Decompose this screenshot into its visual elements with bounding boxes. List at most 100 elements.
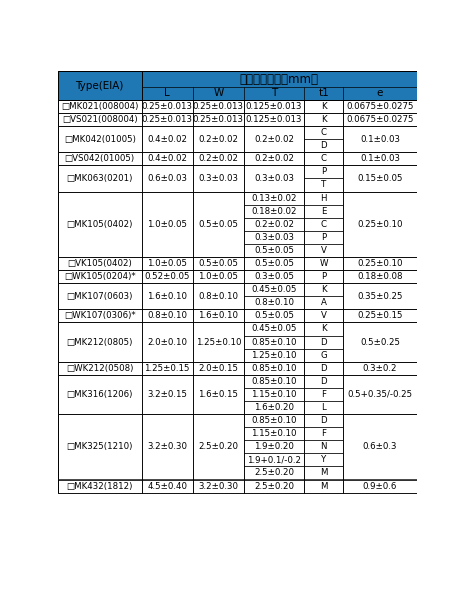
Text: 1.9±0.20: 1.9±0.20: [254, 442, 294, 451]
Text: 0.35±0.25: 0.35±0.25: [357, 292, 403, 300]
Bar: [142, 480, 193, 493]
Text: L: L: [164, 88, 170, 98]
Text: 1.25±0.10: 1.25±0.10: [195, 337, 241, 346]
Bar: [304, 440, 343, 453]
Bar: [343, 165, 417, 192]
Bar: [58, 165, 142, 192]
Text: 0.18±0.08: 0.18±0.08: [357, 272, 403, 281]
Bar: [244, 270, 304, 283]
Bar: [343, 480, 417, 493]
Text: 0.125±0.013: 0.125±0.013: [246, 115, 302, 124]
Bar: [142, 152, 193, 165]
Text: C: C: [321, 128, 327, 137]
Bar: [244, 296, 304, 309]
Text: □VK105(0402): □VK105(0402): [67, 259, 132, 268]
Text: □MK063(0201): □MK063(0201): [67, 174, 133, 183]
Bar: [343, 113, 417, 126]
Bar: [58, 362, 142, 375]
Bar: [58, 414, 142, 480]
Text: 0.45±0.05: 0.45±0.05: [251, 324, 297, 333]
Text: 2.5±0.20: 2.5±0.20: [198, 442, 238, 451]
Bar: [343, 414, 417, 480]
Text: 0.5±0.05: 0.5±0.05: [198, 259, 238, 268]
Bar: [193, 113, 244, 126]
Bar: [58, 126, 142, 152]
Text: 0.0675±0.0275: 0.0675±0.0275: [346, 102, 413, 111]
Text: 0.8±0.10: 0.8±0.10: [254, 298, 294, 307]
Text: 0.6±0.3: 0.6±0.3: [363, 442, 397, 451]
Bar: [244, 375, 304, 388]
Text: 0.25±0.10: 0.25±0.10: [357, 220, 403, 228]
Bar: [343, 152, 417, 165]
Bar: [343, 283, 417, 309]
Bar: [193, 152, 244, 165]
Bar: [58, 71, 142, 100]
Text: D: D: [320, 416, 327, 425]
Bar: [304, 362, 343, 375]
Bar: [304, 270, 343, 283]
Bar: [304, 336, 343, 349]
Bar: [142, 309, 193, 322]
Text: D: D: [320, 141, 327, 150]
Text: 0.3±0.05: 0.3±0.05: [254, 272, 294, 281]
Bar: [193, 126, 244, 152]
Bar: [244, 113, 304, 126]
Text: □MK325(1210): □MK325(1210): [67, 442, 133, 451]
Bar: [244, 283, 304, 296]
Text: 0.3±0.2: 0.3±0.2: [363, 364, 397, 372]
Bar: [193, 309, 244, 322]
Text: □WK212(0508): □WK212(0508): [66, 364, 133, 372]
Text: 0.85±0.10: 0.85±0.10: [251, 416, 297, 425]
Bar: [244, 244, 304, 257]
Bar: [343, 257, 417, 270]
Text: □VS021(008004): □VS021(008004): [62, 115, 138, 124]
Text: 1.0±0.05: 1.0±0.05: [147, 259, 187, 268]
Bar: [142, 71, 417, 87]
Text: □MK212(0805): □MK212(0805): [67, 337, 133, 346]
Bar: [58, 152, 142, 165]
Text: 1.6±0.10: 1.6±0.10: [198, 311, 238, 320]
Text: 1.15±0.10: 1.15±0.10: [251, 390, 297, 399]
Bar: [193, 165, 244, 192]
Text: 0.1±0.03: 0.1±0.03: [360, 134, 400, 143]
Bar: [244, 427, 304, 440]
Bar: [304, 427, 343, 440]
Bar: [343, 100, 417, 113]
Text: P: P: [321, 233, 326, 242]
Bar: [142, 257, 193, 270]
Bar: [304, 205, 343, 218]
Text: 0.25±0.013: 0.25±0.013: [142, 115, 193, 124]
Bar: [193, 283, 244, 309]
Bar: [193, 192, 244, 257]
Text: 1.6±0.20: 1.6±0.20: [254, 403, 294, 412]
Text: 0.9±0.6: 0.9±0.6: [363, 481, 397, 490]
Bar: [304, 139, 343, 152]
Bar: [142, 192, 193, 257]
Text: 4.5±0.40: 4.5±0.40: [147, 481, 187, 490]
Bar: [304, 87, 343, 100]
Text: 3.2±0.30: 3.2±0.30: [198, 481, 238, 490]
Text: 0.18±0.02: 0.18±0.02: [251, 206, 297, 215]
Text: 0.85±0.10: 0.85±0.10: [251, 337, 297, 346]
Text: 0.8±0.10: 0.8±0.10: [198, 292, 238, 300]
Text: □MK105(0402): □MK105(0402): [67, 220, 133, 228]
Bar: [304, 165, 343, 178]
Text: K: K: [321, 102, 326, 111]
Text: 0.6±0.03: 0.6±0.03: [147, 174, 187, 183]
Text: 0.5±0.05: 0.5±0.05: [254, 311, 294, 320]
Text: 0.25±0.10: 0.25±0.10: [357, 259, 403, 268]
Text: 标准产品尺寸（mm）: 标准产品尺寸（mm）: [240, 73, 319, 86]
Bar: [343, 126, 417, 152]
Bar: [304, 192, 343, 205]
Bar: [244, 87, 304, 100]
Text: 0.25±0.013: 0.25±0.013: [193, 102, 244, 111]
Text: E: E: [321, 206, 326, 215]
Bar: [142, 362, 193, 375]
Bar: [58, 100, 142, 113]
Bar: [244, 165, 304, 192]
Text: 1.9+0.1/-0.2: 1.9+0.1/-0.2: [247, 455, 301, 464]
Bar: [304, 375, 343, 388]
Bar: [244, 322, 304, 336]
Bar: [58, 192, 142, 257]
Bar: [304, 257, 343, 270]
